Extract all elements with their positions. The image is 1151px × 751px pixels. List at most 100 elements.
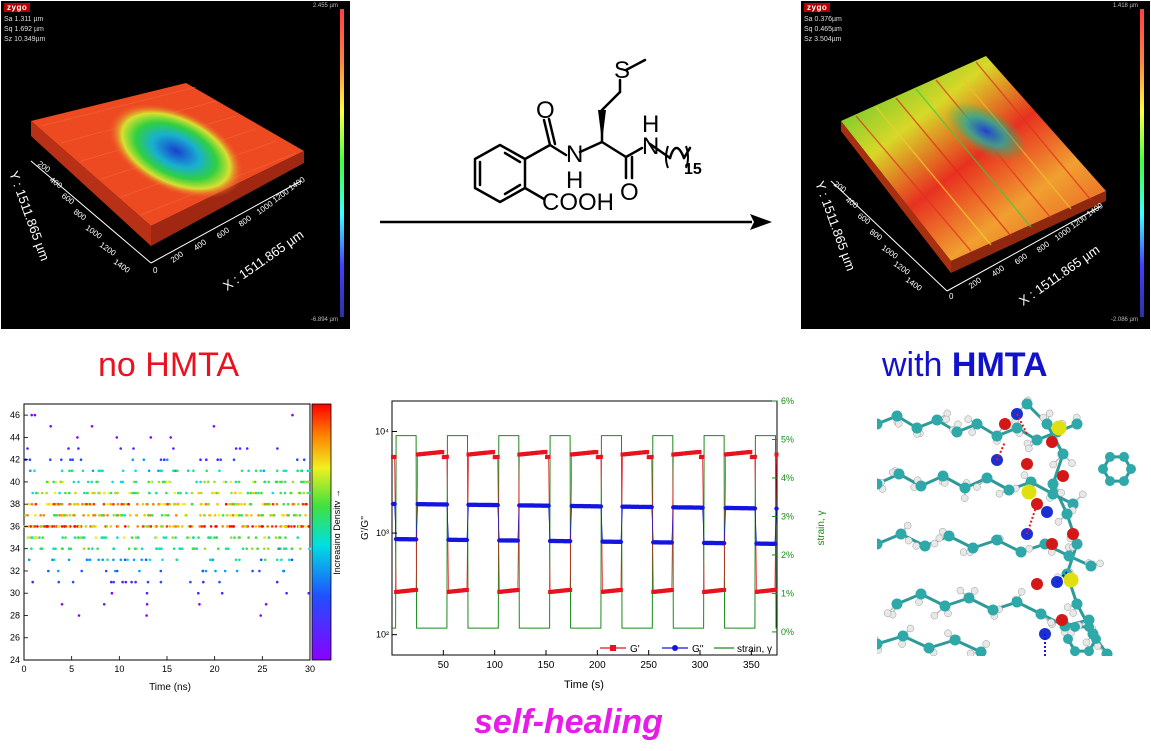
scatter-point xyxy=(240,514,243,517)
carbon-atom xyxy=(971,418,983,430)
scatter-point xyxy=(245,525,248,528)
scatter-point xyxy=(81,502,84,506)
g-double-prime-point xyxy=(649,504,654,510)
y2-tick-label: 5% xyxy=(781,434,794,444)
scatter-point xyxy=(271,502,275,506)
hydrogen-atom xyxy=(935,534,944,543)
g-prime-point xyxy=(491,450,496,454)
scatter-point xyxy=(302,491,306,495)
scatter-point xyxy=(197,591,200,595)
scatter-point xyxy=(199,480,202,484)
scatter-point xyxy=(221,514,225,517)
carbon-atom xyxy=(1084,621,1094,632)
scatter-point xyxy=(77,536,80,539)
carbon-atom xyxy=(1063,550,1075,562)
hydrogen-atom xyxy=(966,649,975,656)
scatter-point xyxy=(119,558,123,562)
scatter-point xyxy=(199,514,202,517)
carbon-atom xyxy=(1047,488,1059,500)
scatter-point xyxy=(136,491,140,495)
scatter-point xyxy=(203,525,206,528)
scatter-point xyxy=(52,480,55,484)
scatter-point xyxy=(189,580,192,584)
x-tick-label: 0 xyxy=(21,664,26,674)
hydrogen-atom xyxy=(959,548,968,556)
atom-h-alkyl: H xyxy=(642,111,659,138)
density-colorbar xyxy=(311,403,332,661)
scatter-point xyxy=(292,502,295,506)
y-ticks: 24 26 28 30 32 34 36 38 40 42 44 46 xyxy=(10,410,28,665)
x-tick-0: 0 xyxy=(153,266,158,275)
scatter-point xyxy=(92,502,96,506)
carbon-atom xyxy=(891,598,903,610)
scatter-point xyxy=(172,525,175,528)
scatter-point xyxy=(220,591,224,595)
hydrogen-atom xyxy=(960,494,969,502)
scatter-point xyxy=(192,536,195,539)
bond xyxy=(1051,483,1069,515)
scatter-point xyxy=(167,480,171,484)
carbon-atom xyxy=(893,468,905,480)
scatter-point xyxy=(168,525,172,528)
y-tick-label: 40 xyxy=(10,477,20,487)
scatter-point xyxy=(47,569,50,573)
scatter-point xyxy=(249,491,252,495)
scatter-point xyxy=(307,480,311,484)
scatter-point xyxy=(120,514,124,517)
scatter-point xyxy=(190,491,194,495)
g-double-prime-point xyxy=(721,541,727,546)
scatter-point xyxy=(134,536,138,539)
carbon-atom xyxy=(891,410,903,422)
scatter-point xyxy=(115,569,119,573)
scatter-point xyxy=(122,502,126,506)
scatter-point xyxy=(163,458,166,461)
scatter-point xyxy=(101,558,104,562)
scatter-point xyxy=(150,514,154,517)
scatter-point xyxy=(172,469,175,473)
g-prime-point xyxy=(669,588,674,592)
scatter-point xyxy=(279,491,283,495)
scatter-point xyxy=(276,447,279,450)
scatter-point xyxy=(308,469,312,473)
scatter-point xyxy=(49,458,52,461)
scatter-point xyxy=(76,502,80,506)
chain-subscript: 15 xyxy=(684,161,702,178)
scatter-point xyxy=(280,480,283,484)
oxygen-atom xyxy=(1046,538,1058,550)
y2-tick-label: 2% xyxy=(781,550,794,560)
carbon-atom xyxy=(1071,538,1083,550)
g-prime-point xyxy=(722,587,727,592)
hydrogen-atom xyxy=(1068,459,1076,467)
scatter-point xyxy=(174,469,177,473)
roughness-stats: Sa 1.311 µm Sq 1.692 µm Sz 10.349µm xyxy=(4,15,45,45)
scatter-point xyxy=(160,547,163,550)
scatter-point xyxy=(98,491,101,495)
g-prime-point xyxy=(748,450,753,454)
scatter-point xyxy=(67,525,70,528)
scatter-point xyxy=(73,536,77,539)
scatter-point xyxy=(258,525,261,528)
zygo-logo: zygo xyxy=(4,3,31,12)
scatter-point xyxy=(148,514,152,517)
scatter-point xyxy=(42,514,45,517)
scatter-point xyxy=(124,525,127,528)
scatter-point xyxy=(131,458,135,461)
with-hmta-prefix: with xyxy=(882,346,952,384)
hydrogen-atom xyxy=(906,624,915,633)
scatter-point xyxy=(51,558,54,562)
g-prime-point xyxy=(495,454,500,459)
scatter-point xyxy=(291,413,294,417)
scatter-point xyxy=(209,558,213,562)
carbon-atom xyxy=(1119,476,1129,487)
hydrogen-bond xyxy=(1026,503,1038,535)
scatter-point xyxy=(207,502,210,506)
self-healing-label: self-healing xyxy=(474,703,663,741)
g-double-prime-point xyxy=(546,503,551,508)
scatter-point xyxy=(91,547,94,550)
hydrogen-atom xyxy=(1025,545,1034,553)
scatter-point xyxy=(30,413,33,417)
scatter-point xyxy=(185,514,188,517)
scatter-point xyxy=(65,514,69,517)
scatter-point xyxy=(174,536,177,539)
x-ticks: 0 5 10 15 20 25 30 xyxy=(21,656,315,674)
